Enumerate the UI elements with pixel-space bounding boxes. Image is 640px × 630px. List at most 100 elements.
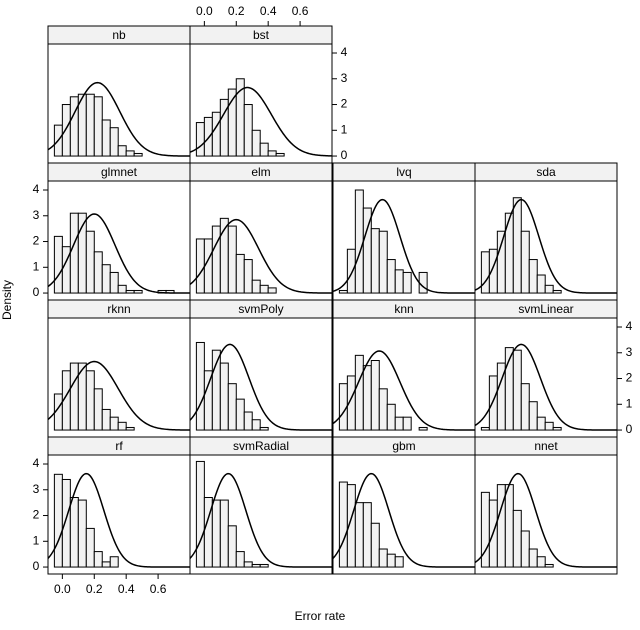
- bar: [259, 426, 269, 431]
- y-tick-label: 3: [33, 208, 40, 222]
- bar: [251, 563, 261, 568]
- x-tick-label: 0.6: [292, 4, 309, 18]
- bar: [536, 274, 546, 294]
- x-tick-label: 0.4: [118, 582, 135, 596]
- bar: [243, 104, 253, 157]
- x-tick-label: 0.6: [150, 582, 167, 596]
- bar: [544, 421, 554, 431]
- bar: [219, 499, 229, 568]
- bar: [536, 556, 546, 568]
- bar: [195, 238, 205, 294]
- x-tick-label: 0.2: [86, 582, 103, 596]
- bar: [61, 478, 71, 568]
- strip-label: svmLinear: [518, 302, 573, 316]
- density-curve: [475, 343, 617, 431]
- bar: [243, 561, 253, 568]
- bar: [69, 362, 79, 431]
- bar: [125, 426, 135, 431]
- y-tick-label: 4: [626, 319, 633, 333]
- x-axis-label: Error rate: [295, 609, 346, 623]
- bar: [211, 499, 221, 568]
- y-tick-label: 2: [626, 371, 633, 385]
- density-curve: [48, 360, 190, 431]
- y-tick-label: 0: [626, 422, 633, 436]
- bar: [117, 145, 127, 157]
- bar: [133, 289, 143, 294]
- bar: [235, 253, 245, 294]
- density-curve: [475, 198, 617, 294]
- panel-plot: [190, 341, 332, 431]
- bar: [418, 271, 428, 294]
- bar: [93, 96, 103, 157]
- panel-plot: [475, 472, 617, 568]
- panel-plot: [333, 472, 475, 568]
- bar: [53, 473, 63, 568]
- bar: [370, 522, 380, 568]
- panel-plot: [190, 460, 332, 568]
- y-tick-label: 1: [341, 122, 348, 136]
- panel-plot: [190, 217, 332, 294]
- bar: [480, 251, 490, 294]
- panel-plot: [48, 472, 190, 568]
- bar: [528, 401, 538, 431]
- bar: [275, 152, 285, 157]
- bar: [544, 284, 554, 294]
- strip-label: gbm: [392, 439, 415, 453]
- strip-label: knn: [394, 302, 413, 316]
- bar: [512, 349, 522, 431]
- density-curve: [48, 472, 190, 568]
- bar: [338, 481, 348, 568]
- bar: [101, 264, 111, 294]
- bar: [195, 341, 205, 431]
- y-tick-label: 4: [341, 45, 348, 59]
- bar: [370, 360, 380, 431]
- bar: [235, 551, 245, 568]
- bar: [402, 271, 412, 294]
- bar: [109, 127, 119, 157]
- bar: [53, 235, 63, 294]
- strip-label: nb: [112, 28, 126, 42]
- strip-label: svmPoly: [238, 302, 283, 316]
- bar: [85, 370, 95, 431]
- bar: [378, 230, 388, 294]
- bar: [77, 499, 87, 568]
- bar: [195, 122, 205, 157]
- bar: [211, 111, 221, 157]
- y-tick-label: 3: [626, 345, 633, 359]
- bar: [354, 354, 364, 431]
- strip-label: sda: [536, 165, 556, 179]
- strip-label: lvq: [396, 165, 411, 179]
- bar: [267, 287, 277, 294]
- bar: [117, 421, 127, 431]
- density-curve: [475, 472, 617, 568]
- panel-plot: [190, 78, 332, 157]
- y-tick-label: 3: [341, 71, 348, 85]
- y-tick-label: 1: [33, 533, 40, 547]
- bar: [251, 129, 261, 157]
- bar: [520, 383, 530, 431]
- density-curve: [190, 86, 332, 157]
- bar: [528, 259, 538, 294]
- bar: [354, 189, 364, 294]
- bar: [219, 362, 229, 431]
- bar: [101, 119, 111, 157]
- bar: [235, 398, 245, 431]
- bar: [536, 416, 546, 431]
- y-tick-label: 1: [33, 259, 40, 273]
- strip-label: elm: [251, 165, 270, 179]
- bar: [552, 289, 562, 294]
- bar: [386, 553, 396, 568]
- density-curve: [333, 198, 475, 294]
- strip-label: rf: [115, 439, 123, 453]
- bar: [520, 530, 530, 568]
- strip-label: bst: [253, 28, 270, 42]
- bar: [203, 116, 213, 157]
- bar: [338, 289, 348, 294]
- strip-label: rknn: [107, 302, 130, 316]
- y-tick-label: 0: [33, 559, 40, 573]
- bar: [109, 416, 119, 431]
- density-curve: [190, 343, 332, 431]
- bar: [386, 259, 396, 294]
